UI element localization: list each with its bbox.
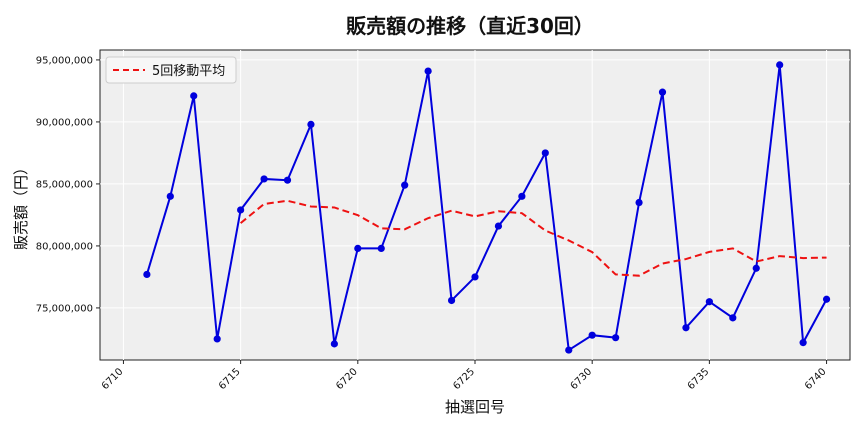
sales-point [705, 298, 713, 306]
sales-point [377, 244, 385, 252]
sales-point [799, 339, 807, 347]
series-layer [143, 61, 831, 354]
x-axis-ticks: 6710 6715 6720 6725 6730 6735 6740 [100, 360, 829, 392]
legend-ma5-label: 5回移動平均 [152, 64, 225, 79]
sales-point [283, 176, 292, 184]
sales-point [354, 244, 362, 252]
x-tick-label: 6740 [803, 366, 829, 392]
sales-point [260, 175, 268, 183]
sales-point [190, 92, 198, 100]
grid [100, 50, 850, 360]
y-tick-label: 95,000,000 [36, 55, 93, 66]
sales-point [518, 192, 526, 200]
sales-point [588, 331, 596, 339]
x-tick-label: 6720 [334, 366, 360, 392]
sales-point [682, 324, 690, 332]
sales-point [612, 334, 620, 342]
sales-point [658, 88, 667, 96]
chart-title: 販売額の推移（直近30回） [346, 14, 594, 38]
sales-point [401, 181, 409, 189]
sales-point [424, 67, 432, 75]
y-axis-ticks: 75,000,000 80,000,000 85,000,000 90,000,000… [36, 55, 100, 314]
sales-point [447, 296, 456, 305]
sales-point [822, 295, 831, 303]
sales-point [237, 206, 245, 214]
x-tick-label: 6730 [569, 366, 595, 392]
sales-point [776, 61, 784, 69]
sales-point [330, 340, 338, 348]
x-tick-label: 6735 [686, 366, 712, 392]
y-tick-label: 80,000,000 [36, 241, 93, 252]
x-axis-label: 抽選回号 [445, 398, 505, 416]
x-tick-label: 6710 [100, 366, 126, 392]
sales-point [541, 149, 549, 157]
sales-point [565, 346, 573, 354]
x-tick-label: 6725 [451, 366, 477, 392]
y-axis-label: 販売額（円） [12, 160, 30, 250]
sales-point [752, 264, 760, 272]
sales-point [729, 314, 737, 322]
legend: 5回移動平均 [105, 56, 237, 84]
sales-point [213, 335, 221, 343]
x-tick-label: 6715 [217, 366, 243, 392]
series-ma5-line [239, 199, 827, 277]
sales-point [143, 270, 151, 279]
y-tick-label: 85,000,000 [36, 179, 93, 190]
series-sales-line [145, 64, 828, 352]
legend-box [105, 56, 237, 84]
sales-point [494, 222, 503, 230]
sales-point [635, 198, 643, 207]
sales-point [471, 273, 479, 281]
y-tick-label: 90,000,000 [36, 117, 93, 128]
sales-point [307, 120, 315, 128]
y-tick-label: 75,000,000 [36, 303, 93, 314]
sales-point [166, 192, 174, 200]
